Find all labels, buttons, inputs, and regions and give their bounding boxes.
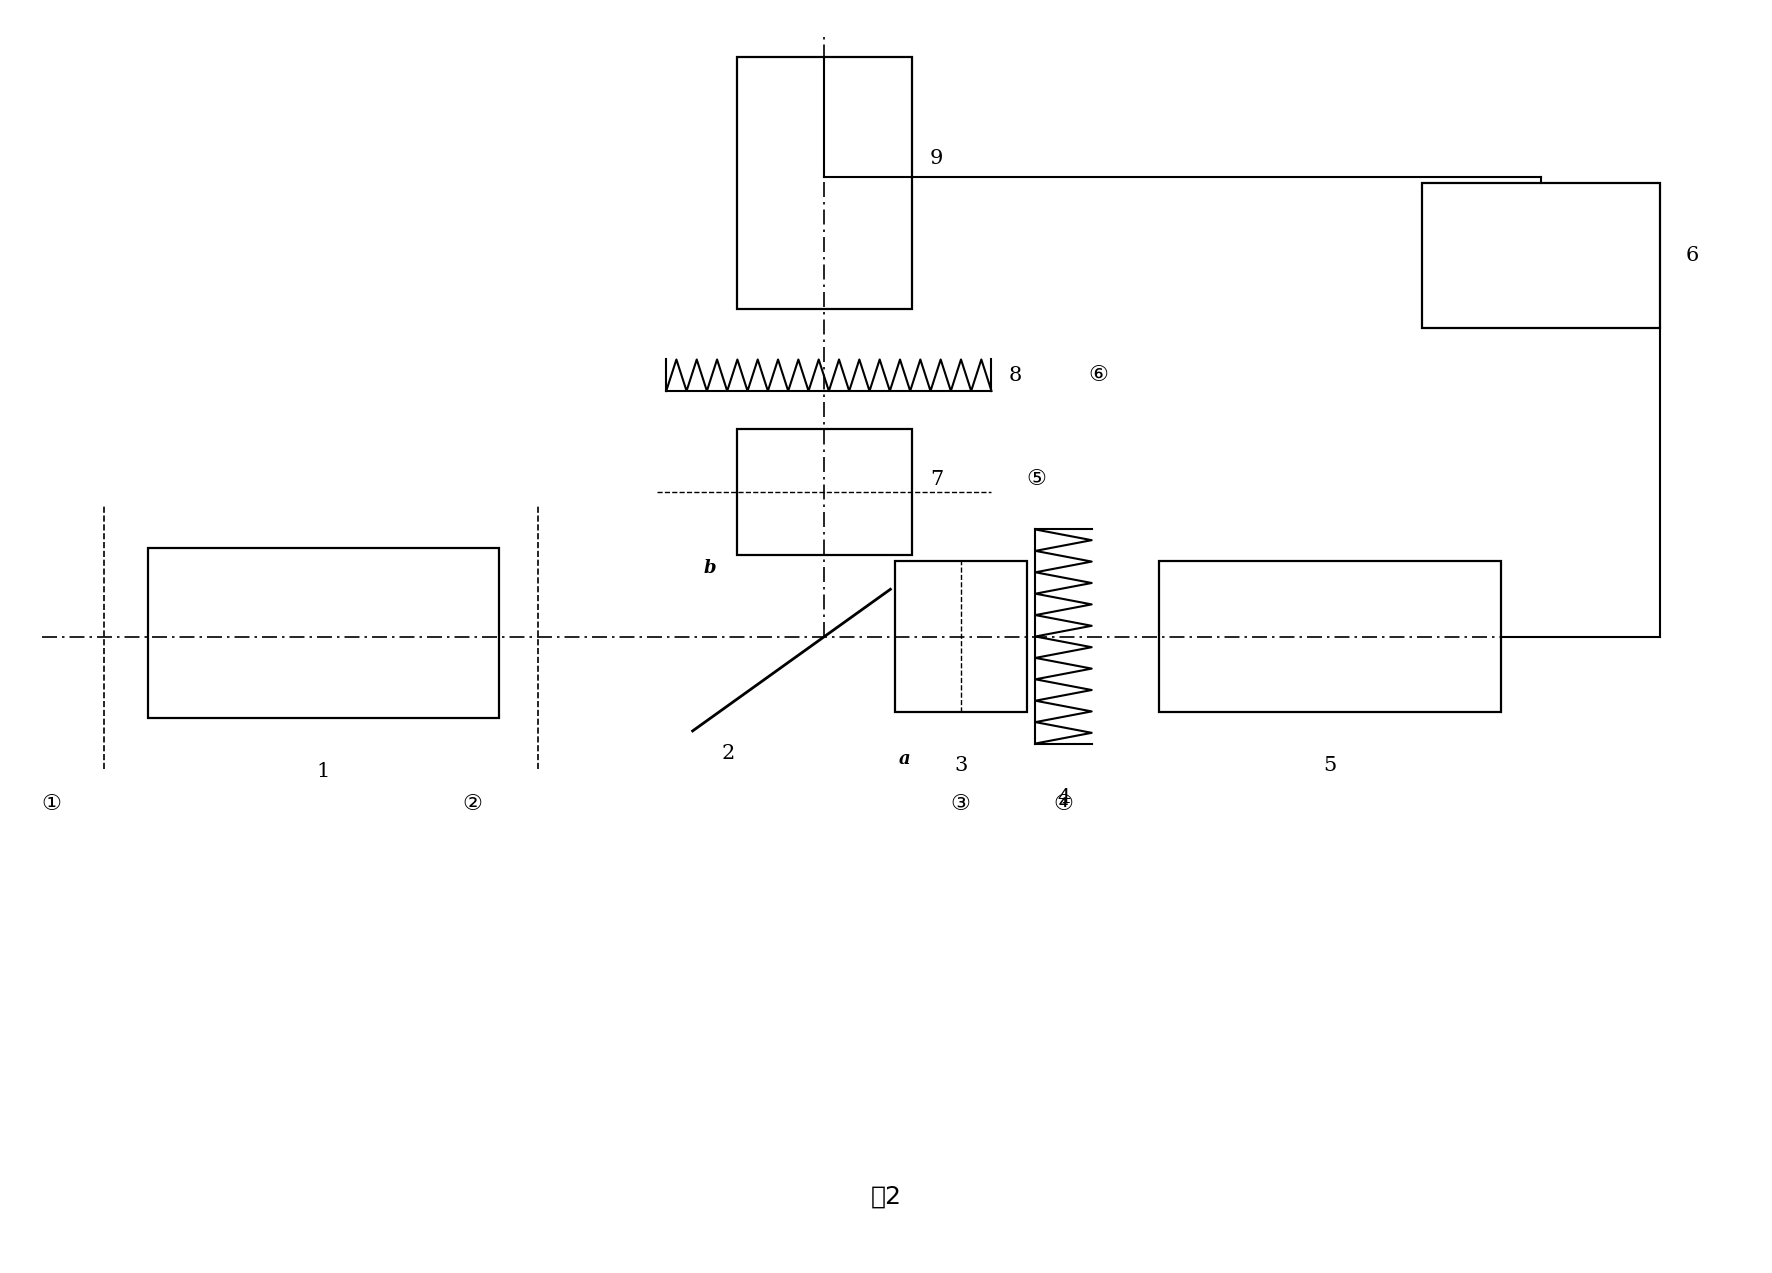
Bar: [737, 57, 913, 309]
Text: ③: ③: [952, 794, 971, 813]
Text: 7: 7: [930, 470, 943, 489]
Text: ④: ④: [1054, 794, 1074, 813]
Text: 图2: 图2: [870, 1185, 902, 1209]
Text: 8: 8: [1008, 365, 1022, 384]
Bar: [1159, 561, 1501, 712]
Text: 9: 9: [930, 149, 943, 168]
Text: 5: 5: [1324, 756, 1336, 775]
Text: b: b: [703, 559, 716, 577]
Bar: [737, 429, 913, 555]
Text: 3: 3: [953, 756, 968, 775]
Text: 6: 6: [1685, 246, 1699, 265]
Text: 4: 4: [1056, 788, 1070, 807]
Text: a: a: [898, 750, 911, 768]
Text: ①: ①: [41, 794, 60, 813]
Text: ⑤: ⑤: [1026, 470, 1047, 489]
Text: 2: 2: [721, 743, 734, 763]
Text: ⑥: ⑥: [1088, 365, 1108, 386]
Text: ②: ②: [462, 794, 482, 813]
Bar: [1423, 183, 1660, 328]
Text: 1: 1: [317, 763, 330, 782]
Bar: [147, 549, 500, 718]
Bar: [895, 561, 1026, 712]
